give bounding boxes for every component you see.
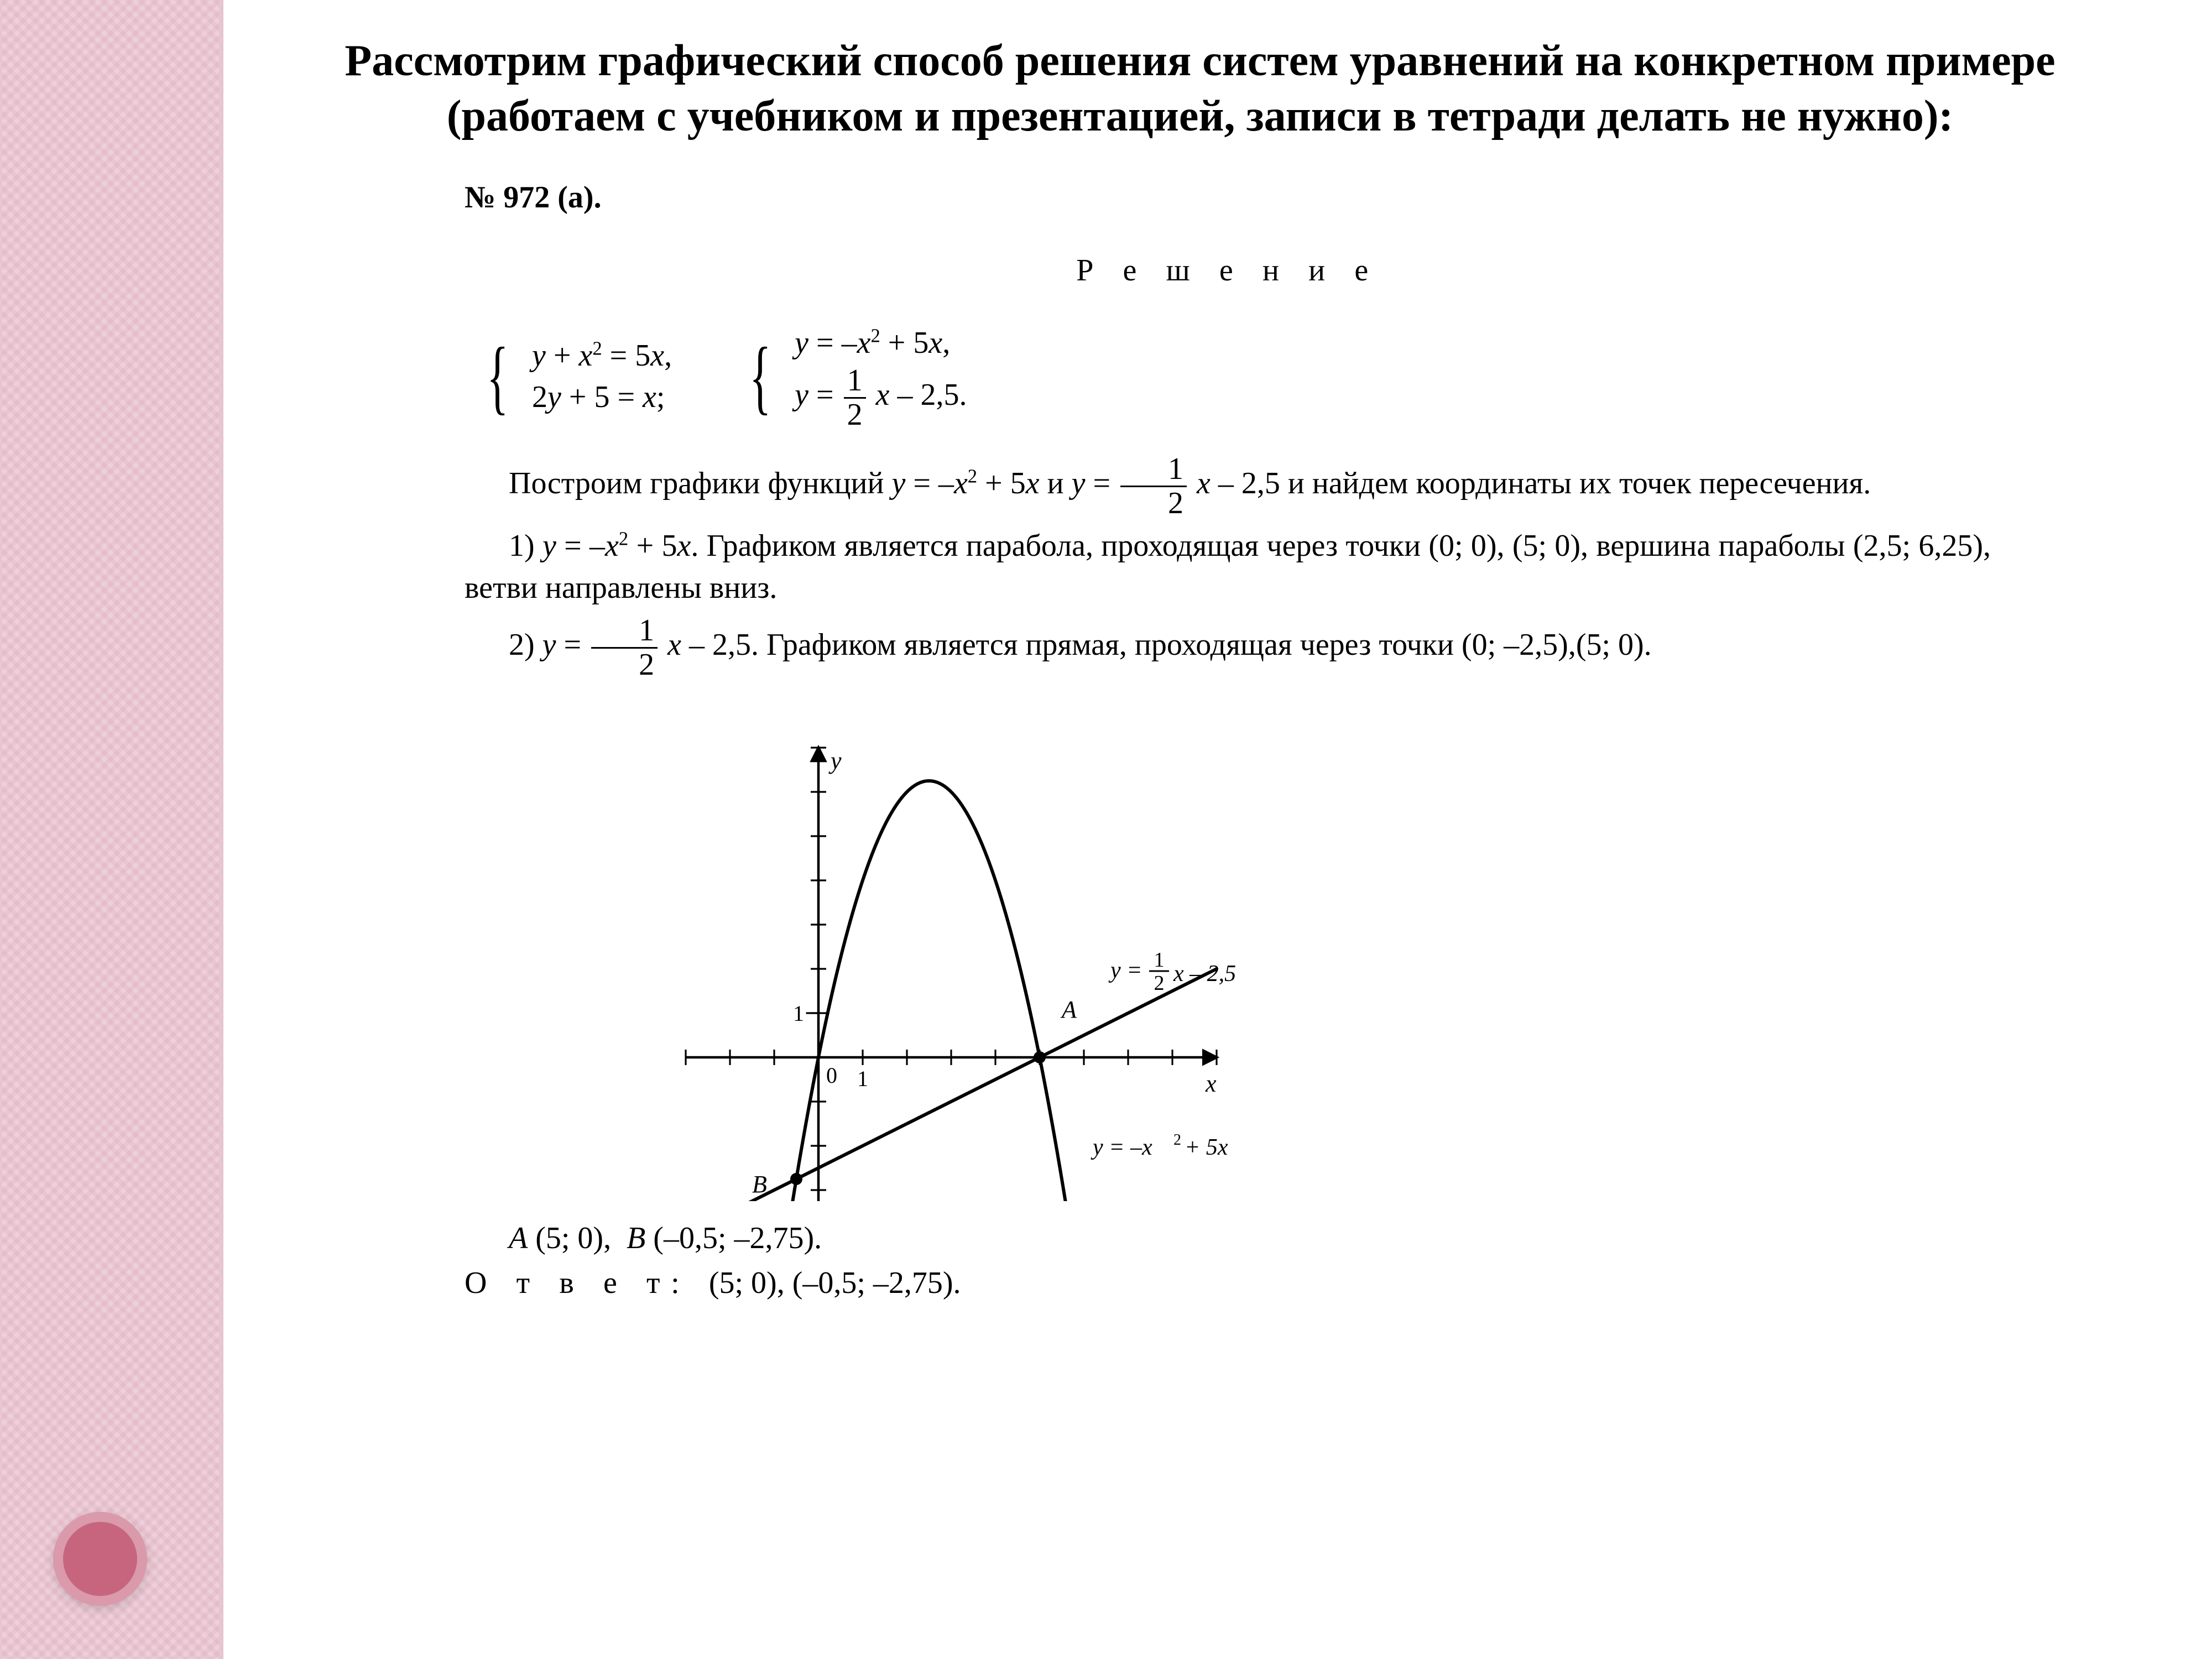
svg-text:B: B — [752, 1171, 767, 1198]
frac-num: 1 — [591, 614, 658, 649]
frac-den: 2 — [844, 399, 866, 431]
answer-label: О т в е т: — [465, 1266, 709, 1300]
brace-icon: { — [487, 335, 509, 418]
coordinate-chart: 011xyABy = 12x – 2,5y = –x2 + 5x — [619, 703, 1338, 1201]
svg-text:y =: y = — [1108, 958, 1142, 983]
slide: Рассмотрим графический способ решения си… — [0, 0, 2212, 1659]
svg-text:1: 1 — [857, 1066, 868, 1091]
svg-text:2: 2 — [1154, 972, 1165, 995]
text: Графиком является прямая, проходящая чер… — [766, 628, 1652, 662]
text: Построим графики функций — [509, 467, 891, 501]
body-text: № 972 (а). Р е ш е н и е { y + x2 = 5x, … — [465, 177, 1991, 1305]
text: Графиком является парабола, проходящая ч… — [465, 529, 1991, 605]
brace-icon: { — [749, 335, 771, 418]
answers-block: A (5; 0), B (–0,5; –2,75). О т в е т: (5… — [465, 1218, 1991, 1305]
paragraph-2: 2) y = 12 x – 2,5. Графиком является пря… — [465, 614, 1991, 681]
system2-line2: y = 12 x – 2,5. — [795, 364, 967, 431]
svg-text:x – 2,5: x – 2,5 — [1173, 961, 1236, 987]
text: 1) — [509, 529, 542, 563]
text: и — [1047, 467, 1072, 501]
answer-value: (5; 0), (–0,5; –2,75). — [709, 1266, 961, 1300]
text: и найдем координаты их точек пересечения… — [1288, 467, 1871, 501]
systems-row: { y + x2 = 5x, 2y + 5 = x; { — [487, 322, 1991, 431]
sidebar-pattern — [0, 0, 223, 1659]
svg-text:1: 1 — [793, 1001, 804, 1026]
svg-text:0: 0 — [826, 1063, 837, 1088]
svg-text:y = –x: y = –x — [1091, 1135, 1152, 1160]
answer-line: О т в е т: (5; 0), (–0,5; –2,75). — [465, 1262, 1991, 1305]
svg-text:2: 2 — [1173, 1131, 1181, 1149]
nav-prev-button[interactable] — [53, 1512, 147, 1606]
points-line: A (5; 0), B (–0,5; –2,75). — [465, 1218, 1991, 1260]
content-area: Рассмотрим графический способ решения си… — [254, 33, 2146, 1626]
text: 2) — [509, 628, 542, 662]
svg-text:y: y — [828, 747, 842, 774]
problem-number: № 972 (а). — [465, 177, 1991, 219]
svg-text:1: 1 — [1154, 948, 1165, 972]
svg-text:+ 5x: + 5x — [1185, 1135, 1228, 1160]
frac-num: 1 — [844, 364, 866, 399]
system2-line1: y = –x2 + 5x, — [795, 322, 967, 364]
system1-line1: y + x2 = 5x, — [532, 335, 672, 377]
system-1: { y + x2 = 5x, 2y + 5 = x; — [487, 335, 672, 419]
frac-den: 2 — [1120, 487, 1187, 520]
chart-container: 011xyABy = 12x – 2,5y = –x2 + 5x — [619, 703, 1991, 1201]
svg-text:A: A — [1060, 996, 1077, 1023]
system-2: { y = –x2 + 5x, y = 12 x – 2,5. — [749, 322, 967, 431]
svg-text:x: x — [1205, 1070, 1217, 1097]
system1-line2: 2y + 5 = x; — [532, 377, 672, 419]
frac-den: 2 — [591, 649, 658, 681]
frac-num: 1 — [1120, 453, 1187, 487]
paragraph-build: Построим графики функций y = –x2 + 5x и … — [465, 453, 1991, 520]
page-title: Рассмотрим графический способ решения си… — [254, 33, 2146, 144]
paragraph-1: 1) y = –x2 + 5x. Графиком является параб… — [465, 525, 1991, 609]
solution-heading: Р е ш е н и е — [465, 250, 1991, 292]
